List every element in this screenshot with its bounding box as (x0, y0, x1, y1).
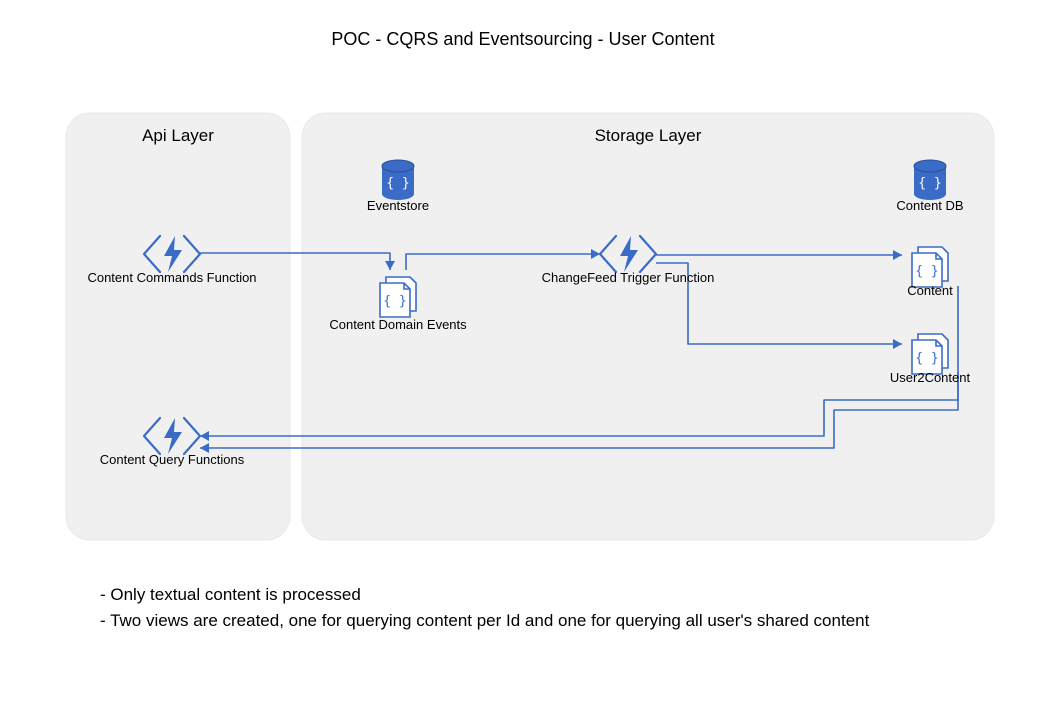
node-commands_fn-label: Content Commands Function (87, 270, 256, 285)
footnote-line: - Two views are created, one for queryin… (100, 611, 870, 630)
node-content_db (914, 160, 946, 200)
node-changefeed_fn-label: ChangeFeed Trigger Function (542, 270, 715, 285)
node-content_doc-label: Content (907, 283, 953, 298)
db-icon (382, 160, 414, 200)
node-query_fn-label: Content Query Functions (100, 452, 245, 467)
doc-icon (912, 334, 948, 374)
node-content_doc (912, 247, 948, 287)
panel-api-label: Api Layer (142, 126, 214, 145)
node-domain_events_doc-label: Content Domain Events (329, 317, 467, 332)
node-content_db-label: Content DB (896, 198, 963, 213)
node-user2content_doc-label: User2Content (890, 370, 971, 385)
panel-api (66, 113, 290, 540)
doc-icon (380, 277, 416, 317)
node-eventstore_db (382, 160, 414, 200)
db-icon (914, 160, 946, 200)
node-eventstore_db-label: Eventstore (367, 198, 429, 213)
node-domain_events_doc (380, 277, 416, 317)
diagram-title: POC - CQRS and Eventsourcing - User Cont… (331, 29, 714, 49)
panel-storage-label: Storage Layer (595, 126, 702, 145)
footnote-line: - Only textual content is processed (100, 585, 361, 604)
doc-icon (912, 247, 948, 287)
node-user2content_doc (912, 334, 948, 374)
